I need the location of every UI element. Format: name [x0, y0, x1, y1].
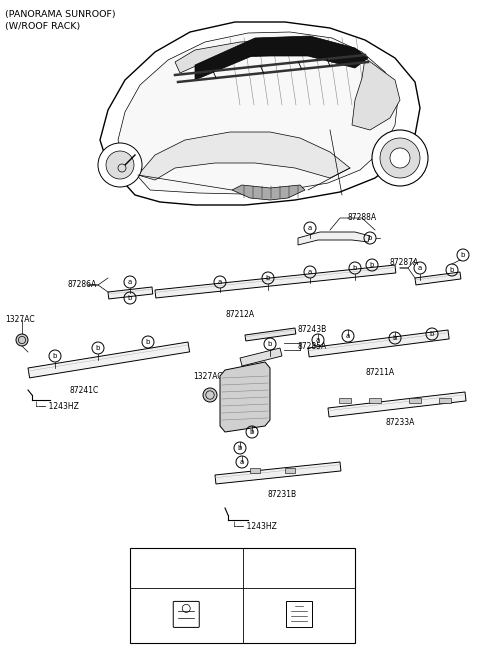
Polygon shape [175, 40, 285, 73]
Text: a: a [308, 225, 312, 231]
Text: 87241C: 87241C [70, 386, 99, 395]
Text: b: b [393, 335, 397, 341]
Text: a: a [240, 459, 244, 465]
Text: a: a [316, 337, 320, 343]
Text: b: b [450, 267, 454, 273]
Text: 87231B: 87231B [268, 490, 297, 499]
Polygon shape [118, 32, 398, 194]
Polygon shape [240, 348, 282, 366]
Polygon shape [220, 362, 270, 432]
Text: a: a [144, 562, 148, 571]
Text: b: b [128, 295, 132, 301]
Polygon shape [108, 287, 153, 299]
Text: 87288A: 87288A [348, 213, 377, 222]
Circle shape [106, 151, 134, 179]
Circle shape [118, 164, 126, 172]
Polygon shape [155, 265, 396, 298]
Text: b: b [256, 562, 261, 571]
Text: 87212A: 87212A [225, 310, 254, 319]
Bar [369, 398, 381, 403]
Circle shape [390, 148, 410, 168]
Text: a: a [346, 333, 350, 339]
Text: 87243B: 87243B [298, 325, 327, 334]
Text: b: b [430, 331, 434, 337]
Text: └— 1243HZ: └— 1243HZ [34, 402, 79, 411]
Polygon shape [298, 232, 370, 245]
Circle shape [372, 130, 428, 186]
Circle shape [380, 138, 420, 178]
Polygon shape [215, 462, 341, 484]
Text: b: b [266, 275, 270, 281]
Text: 87253B: 87253B [157, 562, 192, 571]
Text: b: b [370, 262, 374, 268]
Bar [439, 398, 451, 403]
Text: 87286A: 87286A [68, 280, 97, 289]
Polygon shape [138, 132, 350, 180]
Polygon shape [352, 58, 400, 130]
Bar [250, 468, 260, 473]
Text: 87233A: 87233A [385, 418, 414, 427]
Text: └— 1243HZ: └— 1243HZ [232, 522, 277, 531]
Text: a: a [418, 265, 422, 271]
Text: b: b [268, 341, 272, 347]
Text: b: b [53, 353, 57, 359]
Circle shape [98, 143, 142, 187]
Text: a: a [308, 269, 312, 275]
Text: b: b [461, 252, 465, 258]
Text: a: a [218, 279, 222, 285]
Text: b: b [146, 339, 150, 345]
Text: 1327AC: 1327AC [5, 316, 35, 325]
Circle shape [203, 388, 217, 402]
Polygon shape [232, 185, 305, 200]
Text: b: b [368, 235, 372, 241]
Text: 1327AC: 1327AC [193, 372, 223, 381]
Text: 87285A: 87285A [298, 342, 327, 351]
Polygon shape [328, 392, 466, 417]
Polygon shape [415, 272, 461, 285]
Bar [285, 468, 295, 473]
Text: 87211A: 87211A [365, 368, 394, 377]
Polygon shape [308, 330, 449, 357]
Text: b: b [96, 345, 100, 351]
Text: (PANORAMA SUNROOF)
(W/ROOF RACK): (PANORAMA SUNROOF) (W/ROOF RACK) [5, 10, 116, 31]
Polygon shape [245, 328, 296, 341]
Text: 85839: 85839 [269, 562, 298, 571]
Polygon shape [195, 36, 368, 80]
Polygon shape [100, 22, 420, 205]
Bar [409, 398, 421, 403]
Text: a: a [128, 279, 132, 285]
Text: 87287A: 87287A [390, 258, 419, 267]
Bar [339, 398, 351, 403]
Text: b: b [353, 265, 357, 271]
Text: b: b [238, 445, 242, 451]
Bar [130, 548, 355, 643]
Polygon shape [28, 342, 190, 378]
Circle shape [16, 334, 28, 346]
Text: b: b [250, 429, 254, 435]
